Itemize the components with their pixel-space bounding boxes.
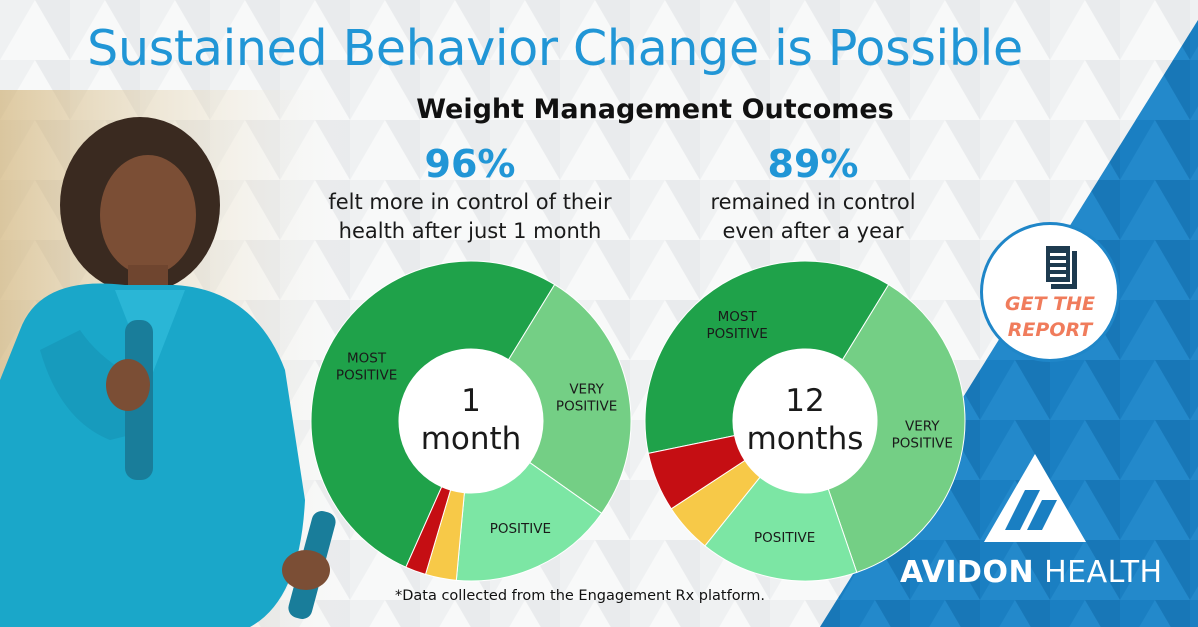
stat-one-month: 96% felt more in control of their health… bbox=[290, 142, 650, 246]
footnote: *Data collected from the Engagement Rx p… bbox=[394, 588, 766, 604]
stat-description-line1: remained in control bbox=[710, 190, 916, 214]
donut-hole bbox=[733, 349, 877, 493]
stat-description-line2: health after just 1 month bbox=[338, 219, 602, 243]
woman-photo bbox=[0, 90, 360, 627]
donut-center-label: 12 months bbox=[747, 383, 864, 457]
donut-segment-label: VERY POSITIVE bbox=[556, 382, 617, 415]
stat-description-line2: even after a year bbox=[722, 219, 904, 243]
donut-center-label: 1 month bbox=[421, 383, 522, 457]
chart-subtitle: Weight Management Outcomes bbox=[416, 94, 894, 125]
donut-segment-label: MOST POSITIVE bbox=[336, 351, 397, 384]
donut-segment-label: VERY POSITIVE bbox=[892, 418, 953, 451]
document-stack-icon bbox=[1044, 244, 1077, 289]
cta-label-line1: GET THE bbox=[1005, 293, 1095, 315]
stat-twelve-months: 89% remained in control even after a yea… bbox=[633, 142, 993, 246]
donut-segment-label: MOST POSITIVE bbox=[707, 309, 768, 342]
brand-name-bold: AVIDON bbox=[900, 555, 1035, 590]
donut-segment-label: POSITIVE bbox=[490, 521, 551, 537]
stat-percent: 89% bbox=[767, 142, 859, 186]
cta-label: GET THE REPORT bbox=[983, 291, 1117, 343]
donut-segment-label: POSITIVE bbox=[754, 530, 815, 546]
donut-chart-one-month: MOST POSITIVE VERY POSITIVE POSITIVE 1 month bbox=[310, 260, 632, 582]
donut-chart-twelve-months: MOST POSITIVE VERY POSITIVE POSITIVE 12 months bbox=[644, 260, 966, 582]
page-title: Sustained Behavior Change is Possible bbox=[87, 20, 1023, 77]
brand-name: AVIDON HEALTH bbox=[900, 555, 1180, 590]
donut-hole bbox=[399, 349, 543, 493]
get-the-report-button[interactable]: GET THE REPORT bbox=[980, 222, 1120, 362]
cta-label-line2: REPORT bbox=[1007, 319, 1093, 341]
stat-description-line1: felt more in control of their bbox=[328, 190, 612, 214]
stat-percent: 96% bbox=[424, 142, 516, 186]
brand-name-light: HEALTH bbox=[1034, 555, 1163, 590]
avidon-logo-icon bbox=[984, 454, 1086, 542]
